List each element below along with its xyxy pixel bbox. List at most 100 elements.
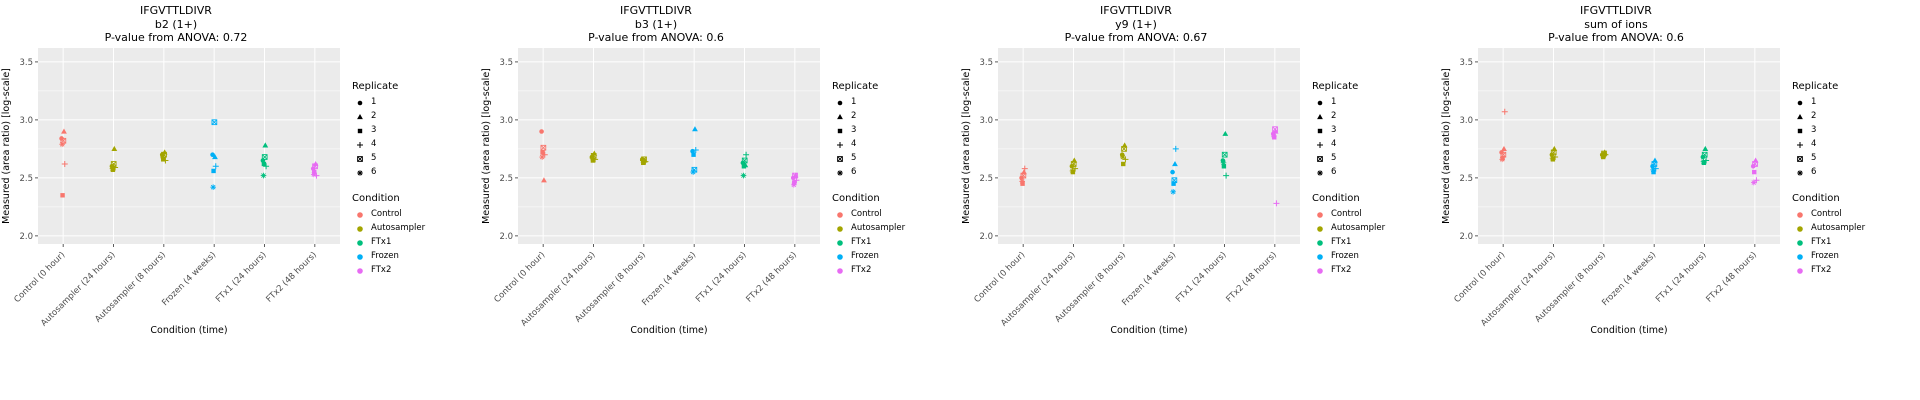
data-point (212, 162, 219, 169)
legend-label: FTx2 (1811, 264, 1832, 275)
data-point (692, 146, 699, 153)
x-tick-label: FTx1 (24 hours) (1174, 250, 1229, 305)
legend-label: 3 (1331, 124, 1337, 135)
legend-label: 3 (1811, 124, 1817, 135)
legend-label: 5 (1331, 152, 1337, 163)
legend-label: Control (371, 208, 402, 219)
y-tick-label: 2.0 (979, 231, 993, 241)
data-point (60, 192, 65, 197)
x-tick-label: FTx1 (24 hours) (694, 250, 749, 305)
legend-label: 6 (851, 166, 857, 177)
color-dot-icon (1312, 249, 1328, 263)
chart-titles: IFGVTTLDIVR b3 (1+) P-value from ANOVA: 0.… (480, 4, 832, 45)
legend-item-condition-autosampler: Autosampler (832, 221, 954, 235)
y-tick-label: 3.0 (979, 115, 993, 125)
data-point (692, 125, 698, 131)
chart-title: IFGVTTLDIVR (620, 4, 692, 17)
legend-gap (352, 179, 474, 191)
legend-label: FTx2 (851, 264, 872, 275)
legend-item-condition-ftx2: FTx2 (832, 263, 954, 277)
plot-row: 2.0 2.5 3.0 3.5 Control (0 hour) Autosampler … (480, 45, 960, 341)
data-point (160, 153, 166, 160)
asterisk-icon (1312, 165, 1328, 179)
color-dot-icon (1312, 235, 1328, 249)
color-dot-icon (832, 221, 848, 235)
data-point (540, 144, 547, 151)
data-point (260, 172, 267, 178)
legend-replicate-title: Replicate (1312, 80, 1359, 92)
data-point (111, 145, 118, 151)
x-tick-label: Frozen (4 weeks) (640, 250, 698, 308)
color-dot-icon (352, 207, 368, 221)
y-tick-label: 3.0 (19, 115, 33, 125)
x-tick-label: FTx2 (48 hours) (744, 250, 799, 305)
data-point (1752, 169, 1757, 174)
x-tick-label: Frozen (4 weeks) (160, 250, 218, 308)
legend-item-replicate-4: 4 (1792, 137, 1914, 151)
color-dot-icon (1792, 235, 1808, 249)
legend-item-condition-control: Control (1792, 207, 1914, 221)
circle-icon (352, 95, 368, 109)
legend-item-condition-ftx2: FTx2 (352, 263, 474, 277)
data-point (1170, 169, 1175, 174)
y-axis-title: Measured (area ratio) [log-scale] (1441, 68, 1452, 224)
data-point (541, 176, 547, 182)
legend: Replicate 1 2 3 4 5 6 Condition Control Autosampl… (1792, 45, 1914, 277)
y-tick-label: 3.5 (499, 57, 513, 67)
legend-item-condition-ftx1: FTx1 (832, 235, 954, 249)
legend-label: Control (1331, 208, 1362, 219)
x-tick-label: FTx1 (24 hours) (1654, 250, 1709, 305)
data-point (743, 151, 750, 158)
legend-gap (832, 179, 954, 191)
data-point (1220, 159, 1227, 166)
legend-item-replicate-6: 6 (352, 165, 474, 179)
plus-icon (1312, 137, 1328, 151)
data-point (1700, 158, 1707, 164)
y-tick-label: 2.5 (499, 173, 513, 183)
plot-row: 2.0 2.5 3.0 3.5 Control (0 hour) Autosampler … (1440, 45, 1920, 341)
circle-icon (1312, 95, 1328, 109)
color-dot-icon (352, 249, 368, 263)
legend-replicate-title: Replicate (352, 80, 399, 92)
legend-item-replicate-6: 6 (1792, 165, 1914, 179)
data-point (1222, 130, 1229, 136)
color-dot-icon (352, 235, 368, 249)
data-point (162, 156, 169, 163)
square-icon (832, 123, 848, 137)
data-point (1171, 180, 1176, 186)
data-point (1020, 172, 1027, 178)
data-point (263, 162, 270, 169)
y-tick-label: 2.0 (1459, 231, 1473, 241)
data-point (1273, 199, 1280, 206)
plot-row: 2.0 2.5 3.0 3.5 Control (0 hour) Autosampler … (960, 45, 1440, 341)
data-point (1121, 161, 1126, 166)
data-point (210, 151, 215, 157)
data-point (1550, 149, 1557, 155)
triangle-icon (832, 109, 848, 123)
color-dot-icon (1792, 221, 1808, 235)
plus-icon (1792, 137, 1808, 151)
chart-pvalue: P-value from ANOVA: 0.72 (104, 31, 248, 44)
square-cross-icon (832, 151, 848, 165)
legend-gap (1792, 179, 1914, 191)
square-icon (1792, 123, 1808, 137)
legend-item-condition-frozen: Frozen (1312, 249, 1434, 263)
y-tick-label: 2.0 (19, 231, 33, 241)
legend-label: Autosampler (1331, 222, 1386, 233)
legend-label: FTx1 (371, 236, 392, 247)
data-point (589, 154, 596, 161)
legend-item-condition-control: Control (832, 207, 954, 221)
legend-item-replicate-3: 3 (832, 123, 954, 137)
square-icon (1312, 123, 1328, 137)
legend-label: 5 (851, 152, 857, 163)
legend-item-condition-frozen: Frozen (832, 249, 954, 263)
legend-label: Autosampler (1811, 222, 1866, 233)
chart-titles: IFGVTTLDIVR y9 (1+) P-value from ANOVA: 0.… (960, 4, 1312, 45)
legend-label: 6 (371, 166, 377, 177)
data-point (1650, 166, 1656, 173)
x-tick-label: FTx2 (48 hours) (1224, 250, 1279, 305)
color-dot-icon (1312, 263, 1328, 277)
legend-item-replicate-5: 5 (352, 151, 474, 165)
